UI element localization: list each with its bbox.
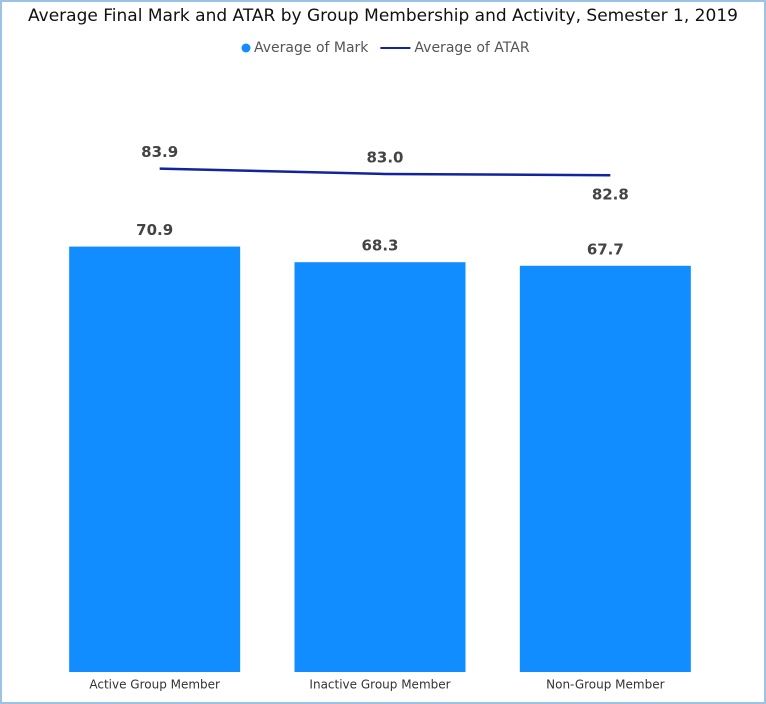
data-label: 70.9 [136,221,173,239]
data-label: 83.9 [141,143,178,161]
bar [69,246,241,672]
legend-marker [241,43,251,53]
chart-title: Average Final Mark and ATAR by Group Mem… [28,6,738,26]
x-tick-label: Active Group Member [89,678,220,692]
bar [519,265,691,672]
bar [294,262,466,672]
data-label: 82.8 [592,186,629,204]
legend-label: Average of ATAR [414,40,529,56]
x-tick-label: Non-Group Member [546,678,664,692]
data-label: 68.3 [361,237,398,255]
line [159,167,611,177]
data-label: 67.7 [587,240,624,258]
x-tick-label: Inactive Group Member [309,678,450,692]
legend-label: Average of Mark [254,40,369,56]
data-label: 83.0 [366,149,403,167]
